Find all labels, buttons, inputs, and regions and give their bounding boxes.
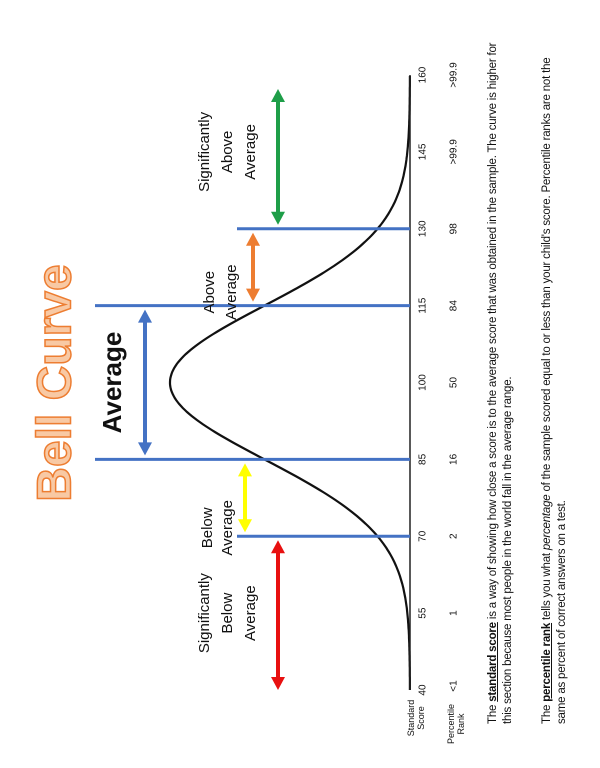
score-label: 145	[418, 143, 429, 160]
arrow-head	[271, 677, 285, 690]
text: tells you what	[541, 550, 553, 623]
category-label: Average	[223, 264, 240, 320]
percentile-label: 1	[449, 610, 460, 616]
arrow-head	[138, 309, 152, 323]
text: The	[487, 701, 499, 724]
row-label: Standard Score	[406, 699, 426, 737]
arrow-head	[271, 540, 285, 554]
emphasis: percentage	[541, 494, 553, 551]
category-label: Below	[199, 507, 216, 548]
paragraph: The standard score is a way of showing h…	[486, 34, 516, 724]
category-label: Above	[219, 131, 236, 174]
bell-curve	[168, 76, 411, 690]
score-label: 115	[418, 297, 429, 313]
arrow-head	[246, 288, 260, 302]
category-label: Average	[242, 124, 259, 180]
arrow-head	[271, 89, 285, 102]
percentile-label: 84	[449, 300, 460, 312]
category-label: Below	[219, 593, 236, 634]
title: Bell Curve	[29, 264, 82, 501]
arrow-head	[138, 442, 152, 456]
score-label: 160	[418, 66, 429, 83]
arrow-head	[238, 519, 252, 533]
arrow-head	[271, 211, 285, 225]
term: standard score	[487, 622, 499, 702]
category-label: Average	[242, 585, 259, 641]
text: is a way of showing how close a score is…	[487, 42, 514, 724]
category-label: Significantly	[196, 573, 213, 654]
percentile-label: 16	[449, 453, 460, 465]
category-label: Average	[97, 332, 127, 434]
percentile-label: 2	[449, 533, 460, 539]
percentile-label: 98	[449, 223, 460, 235]
term: percentile rank	[541, 622, 553, 702]
percentile-label: >99.9	[449, 139, 460, 165]
category-label: Average	[219, 500, 236, 556]
arrow-head	[238, 463, 252, 477]
percentile-label: <1	[449, 680, 460, 692]
category-label: Above	[201, 271, 218, 314]
percentile-label: >99.9	[449, 62, 460, 88]
score-label: 85	[418, 453, 429, 465]
score-label: 40	[418, 684, 429, 696]
category-label: Significantly	[196, 111, 213, 192]
score-label: 100	[418, 374, 429, 391]
paragraph: The percentile rank tells you what perce…	[540, 34, 570, 724]
arrow-head	[246, 232, 260, 246]
row-label: Percentile Rank	[446, 703, 466, 744]
score-label: 130	[418, 220, 429, 237]
score-label: 70	[418, 530, 429, 542]
percentile-label: 50	[449, 377, 460, 389]
text: The	[541, 701, 553, 724]
score-label: 55	[418, 607, 429, 619]
